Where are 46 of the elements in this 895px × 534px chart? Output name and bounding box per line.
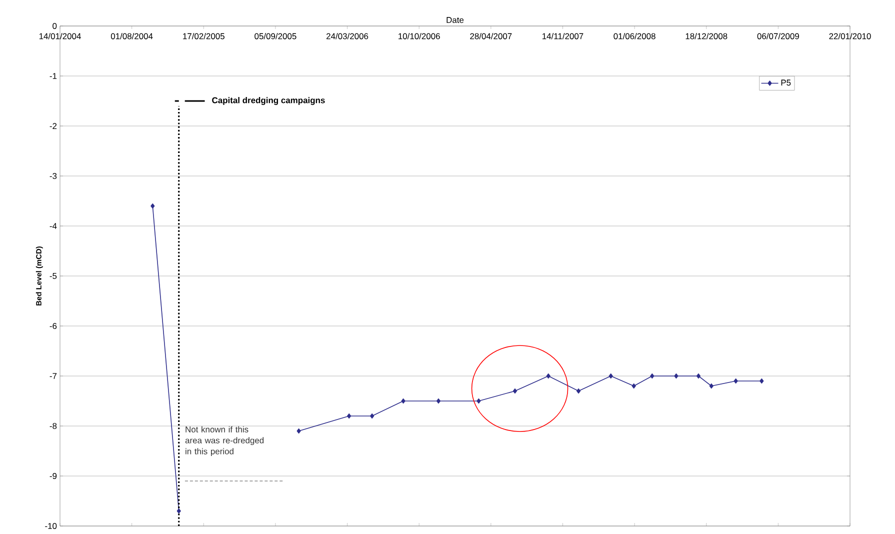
y-tick-label: -6 bbox=[50, 323, 57, 329]
y-tick-label: -5 bbox=[50, 273, 57, 279]
point bbox=[296, 428, 301, 434]
point bbox=[401, 398, 406, 404]
x-tick-label: 18/12/2008 bbox=[686, 32, 728, 40]
point bbox=[347, 413, 352, 419]
point bbox=[512, 388, 518, 394]
ref-line-label: Capital dredging campaigns bbox=[212, 97, 325, 105]
y-tick-label: -7 bbox=[50, 373, 57, 379]
x-tick-label: 14/01/2004 bbox=[39, 32, 81, 40]
point bbox=[632, 383, 636, 389]
point bbox=[709, 383, 714, 389]
point bbox=[608, 373, 613, 379]
x-tick-label: 06/07/2009 bbox=[757, 32, 799, 40]
point bbox=[760, 378, 764, 384]
point bbox=[436, 398, 441, 404]
x-tick-label: 14/11/2007 bbox=[542, 32, 584, 40]
y-tick-label: -4 bbox=[50, 223, 57, 229]
x-tick-label: 05/09/2005 bbox=[254, 32, 296, 40]
point bbox=[176, 508, 181, 514]
point bbox=[476, 398, 481, 404]
x-tick-label: 24/03/2006 bbox=[326, 32, 368, 40]
y-tick-label: -2 bbox=[50, 123, 57, 129]
x-tick-label: 17/02/2005 bbox=[183, 32, 224, 40]
y-tick-label: -3 bbox=[50, 173, 57, 179]
x-tick-label: 10/10/2006 bbox=[398, 32, 440, 40]
x-tick-label: 22/01/2010 bbox=[829, 32, 871, 40]
point bbox=[150, 203, 155, 209]
point bbox=[370, 413, 374, 419]
y-tick-label: 0 bbox=[52, 23, 57, 29]
point bbox=[696, 373, 701, 379]
point bbox=[576, 388, 581, 394]
x-tick-label: 01/06/2008 bbox=[614, 32, 656, 40]
point bbox=[650, 373, 654, 379]
point bbox=[674, 373, 678, 379]
x-tick-label: 28/04/2007 bbox=[470, 32, 512, 40]
x-tick-label: 01/08/2004 bbox=[110, 32, 153, 40]
point bbox=[546, 373, 550, 379]
x-axis-title: Date bbox=[446, 17, 464, 23]
y-tick-label: -1 bbox=[50, 73, 57, 79]
y-tick-label: -10 bbox=[45, 523, 57, 529]
y-tick-label: -8 bbox=[50, 423, 57, 429]
legend-label: P5 bbox=[781, 80, 791, 86]
annotation: Not known if this area was re-dredged in this period bbox=[185, 426, 264, 456]
point bbox=[734, 378, 738, 384]
y-tick-label: -9 bbox=[50, 473, 57, 479]
